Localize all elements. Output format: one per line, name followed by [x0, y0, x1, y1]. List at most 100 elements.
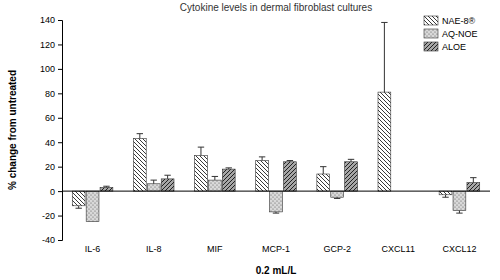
error-bar — [273, 212, 279, 213]
bar — [86, 191, 99, 222]
y-tick-mark — [58, 69, 62, 70]
bar — [331, 191, 344, 197]
y-tick-mark — [58, 216, 62, 217]
legend: NAE-8® AQ-NOE ALOE — [424, 16, 478, 52]
y-tick-mark — [58, 142, 62, 143]
legend-label: AQ-NOE — [442, 29, 478, 39]
x-axis-title: 0.2 mL/L — [256, 265, 297, 276]
bar — [256, 161, 269, 192]
y-tick-label: 140 — [40, 15, 55, 25]
error-cap — [334, 198, 340, 199]
legend-label: ALOE — [442, 42, 466, 52]
error-stem — [200, 147, 201, 156]
zero-line — [62, 191, 490, 192]
error-bar — [334, 197, 340, 198]
y-tick: 60 — [45, 113, 62, 123]
error-stem — [167, 175, 168, 179]
bar — [161, 179, 174, 191]
x-tick: CXCL12 — [442, 244, 476, 254]
error-cap — [320, 166, 326, 167]
error-bar — [320, 167, 326, 174]
error-bar — [287, 161, 293, 162]
error-bar — [259, 157, 265, 161]
error-cap — [103, 186, 109, 187]
y-tick: 40 — [45, 138, 62, 148]
bar — [378, 92, 391, 191]
y-tick-label: 120 — [40, 40, 55, 50]
y-tick: 120 — [40, 40, 62, 50]
error-bar — [456, 211, 462, 213]
error-cap — [198, 147, 204, 148]
error-cap — [442, 197, 448, 198]
y-tick: 140 — [40, 15, 62, 25]
y-tick-mark — [58, 240, 62, 241]
x-tick-label: IL-8 — [146, 244, 162, 254]
error-cap — [287, 160, 293, 161]
y-tick-label: 0 — [50, 186, 55, 196]
x-tick-label: MCP-1 — [262, 244, 290, 254]
y-tick: -20 — [42, 211, 62, 221]
x-tick: IL-6 — [85, 244, 101, 254]
error-bar — [151, 180, 157, 184]
y-tick: 100 — [40, 64, 62, 74]
error-stem — [139, 134, 140, 139]
y-tick-mark — [58, 167, 62, 168]
y-tick-label: -20 — [42, 211, 55, 221]
y-tick: 80 — [45, 89, 62, 99]
x-axis: IL-6IL-8MIFMCP-1GCP-2CXCL11CXCL12 — [85, 244, 477, 254]
y-tick-mark — [58, 93, 62, 94]
y-tick: 0 — [50, 186, 62, 196]
error-cap — [381, 22, 387, 23]
y-tick-label: 80 — [45, 89, 55, 99]
legend-swatch — [424, 16, 438, 25]
error-bar — [75, 206, 81, 208]
x-tick-label: CXCL12 — [442, 244, 476, 254]
bar — [100, 187, 113, 191]
error-bar — [442, 195, 448, 197]
bar — [195, 156, 208, 191]
legend-item: NAE-8® — [424, 16, 476, 26]
legend-swatch — [424, 29, 438, 38]
y-tick-label: 40 — [45, 138, 55, 148]
y-axis-title: % change from untreated — [7, 70, 18, 190]
error-bar — [164, 175, 170, 179]
error-stem — [323, 167, 324, 174]
y-tick-mark — [58, 44, 62, 45]
error-stem — [473, 178, 474, 183]
error-cap — [456, 213, 462, 214]
error-bar — [226, 168, 232, 169]
x-tick: GCP-2 — [323, 244, 351, 254]
bar — [222, 169, 235, 191]
bar — [133, 139, 146, 192]
legend-label: NAE-8® — [442, 16, 476, 26]
error-cap — [273, 213, 279, 214]
y-tick: -40 — [42, 235, 62, 245]
error-bar — [212, 176, 218, 180]
bar — [345, 162, 358, 191]
error-cap — [164, 175, 170, 176]
error-cap — [259, 156, 265, 157]
x-tick-label: GCP-2 — [323, 244, 351, 254]
error-cap — [151, 180, 157, 181]
x-tick: CXCL11 — [382, 244, 415, 254]
y-tick-mark — [58, 118, 62, 119]
y-tick-mark — [58, 191, 62, 192]
error-cap — [226, 167, 232, 168]
error-cap — [75, 208, 81, 209]
legend-item: ALOE — [424, 42, 466, 52]
bar — [208, 180, 221, 191]
x-tick-label: CXCL11 — [382, 244, 415, 254]
chart: -40-20020406080100120140IL-6IL-8MIFMCP-1… — [0, 0, 500, 280]
bar — [317, 174, 330, 191]
bar — [270, 191, 283, 212]
error-cap — [348, 159, 354, 160]
bar — [453, 191, 466, 211]
y-tick-label: -40 — [42, 235, 55, 245]
error-bar — [103, 186, 109, 187]
y-axis-line — [58, 21, 63, 241]
error-cap — [212, 176, 218, 177]
y-tick: 20 — [45, 162, 62, 172]
title: Cytokine levels in dermal fibroblast cul… — [180, 2, 372, 13]
bar — [72, 191, 85, 206]
error-bar — [198, 147, 204, 156]
